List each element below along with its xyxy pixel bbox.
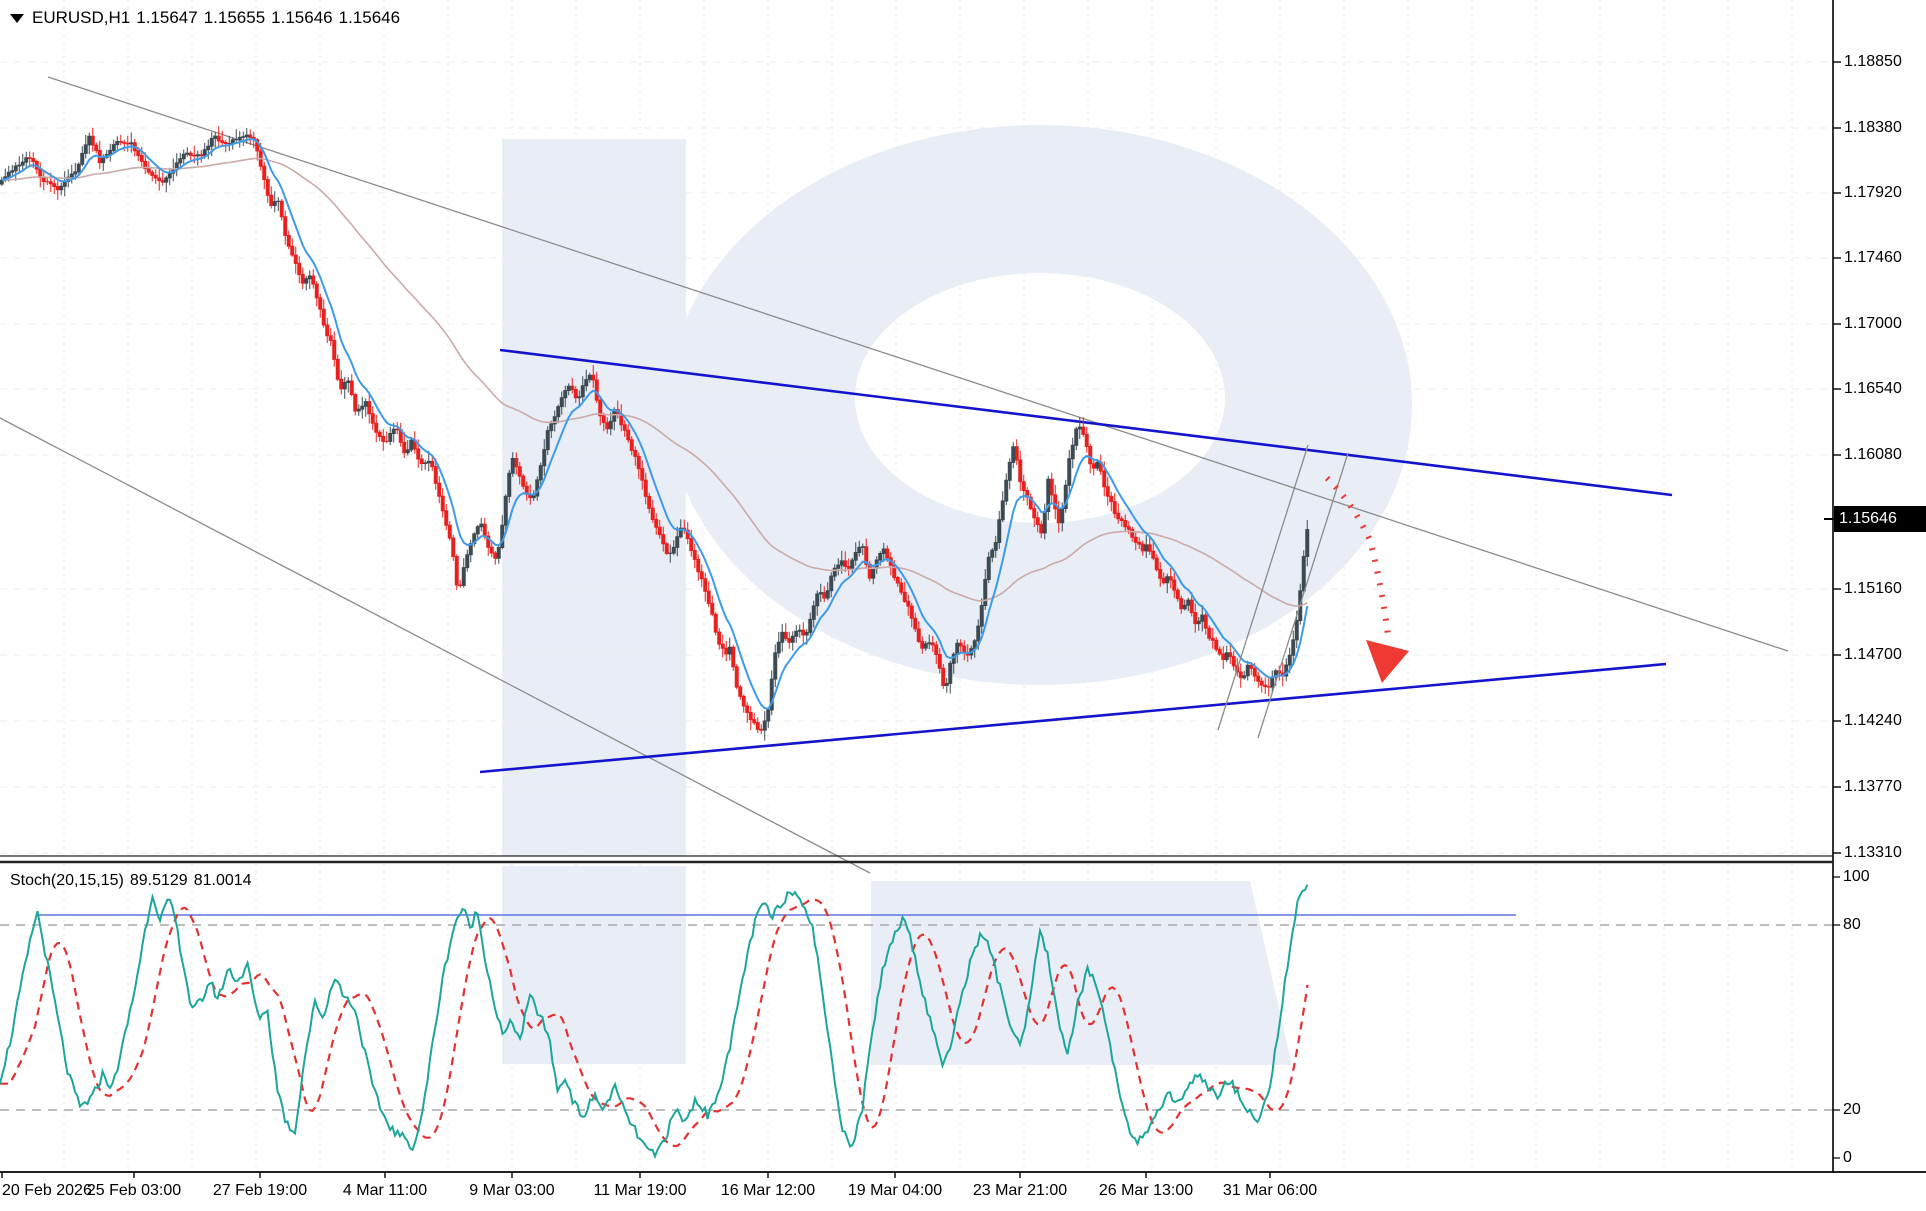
ohlc-low: 1.15646 xyxy=(271,8,333,27)
price-axis-label: 1.16080 xyxy=(1844,446,1902,463)
price-axis-label: 1.18850 xyxy=(1844,53,1902,70)
price-axis-label: 1.15160 xyxy=(1844,580,1902,597)
price-axis-label: 1.13770 xyxy=(1844,778,1902,795)
time-axis-label: 31 Mar 06:00 xyxy=(1222,1182,1318,1199)
price-axis-label: 1.17000 xyxy=(1844,315,1902,332)
indicator-label: Stoch(20,15,15) 89.5129 81.0014 xyxy=(10,872,258,890)
stoch-axis-label: 20 xyxy=(1843,1101,1861,1118)
candlestick-series xyxy=(0,126,1310,741)
time-axis-label: 4 Mar 11:00 xyxy=(342,1182,428,1199)
current-price-tick xyxy=(1824,518,1834,520)
time-axis-label: 19 Mar 04:00 xyxy=(847,1182,943,1199)
time-axis-strip[interactable] xyxy=(0,1172,1926,1211)
chart-title: EURUSD,H1 1.15647 1.15655 1.15646 1.15646 xyxy=(10,8,406,28)
stoch-axis-label: 100 xyxy=(1843,868,1870,885)
long-downtrend-2[interactable] xyxy=(0,417,871,874)
ohlc-high: 1.15655 xyxy=(203,8,266,27)
price-axis-strip[interactable] xyxy=(1833,0,1926,1211)
price-axis-label: 1.17460 xyxy=(1844,249,1902,266)
time-axis-label: 25 Feb 03:00 xyxy=(86,1182,182,1199)
symbol-period: EURUSD,H1 xyxy=(32,8,131,27)
stoch-main-line xyxy=(0,884,1309,1160)
steep-channel-a[interactable] xyxy=(1217,444,1309,731)
grid-lines xyxy=(0,0,1833,1172)
watermark-logo xyxy=(0,125,1926,1065)
ma-fast-line xyxy=(1,138,1309,710)
current-price-badge: 1.15646 xyxy=(1834,506,1926,532)
price-axis-label: 1.14240 xyxy=(1844,712,1902,729)
stoch-signal-line xyxy=(0,898,1309,1148)
long-downtrend-1[interactable] xyxy=(47,76,1789,652)
ma-slow-line xyxy=(1,157,1308,607)
trendline-upper-resistance[interactable] xyxy=(499,348,1673,497)
indicator-d-value: 81.0014 xyxy=(193,872,252,889)
steep-channel-b[interactable] xyxy=(1257,452,1349,739)
stoch-axis-label: 80 xyxy=(1843,916,1861,933)
indicator-name: Stoch(20,15,15) xyxy=(10,872,124,889)
price-axis-label: 1.17920 xyxy=(1844,184,1902,201)
price-axis-label: 1.18380 xyxy=(1844,119,1902,136)
time-axis-label: 20 Feb 2026 xyxy=(2,1182,92,1199)
time-axis-label: 16 Mar 12:00 xyxy=(720,1182,816,1199)
bearish-candles xyxy=(27,126,1285,735)
symbol-dropdown-icon[interactable] xyxy=(10,14,24,23)
time-axis-label: 27 Feb 19:00 xyxy=(212,1182,308,1199)
indicator-k-value: 89.5129 xyxy=(129,872,188,889)
stoch-axis-label: 0 xyxy=(1843,1149,1852,1166)
time-axis-label: 11 Mar 19:00 xyxy=(593,1182,687,1199)
forecast-arrow-head[interactable] xyxy=(1366,640,1409,683)
time-axis-label: 9 Mar 03:00 xyxy=(469,1182,555,1199)
ohlc-close: 1.15646 xyxy=(338,8,401,27)
ohlc-open: 1.15647 xyxy=(136,8,198,27)
time-axis-label: 23 Mar 21:00 xyxy=(972,1182,1068,1199)
time-axis-label: 26 Mar 13:00 xyxy=(1098,1182,1194,1199)
price-axis-label: 1.14700 xyxy=(1844,646,1902,663)
price-axis-label: 1.13310 xyxy=(1844,844,1902,861)
price-axis-label: 1.16540 xyxy=(1844,380,1902,397)
trendline-lower-support[interactable] xyxy=(479,662,1667,774)
